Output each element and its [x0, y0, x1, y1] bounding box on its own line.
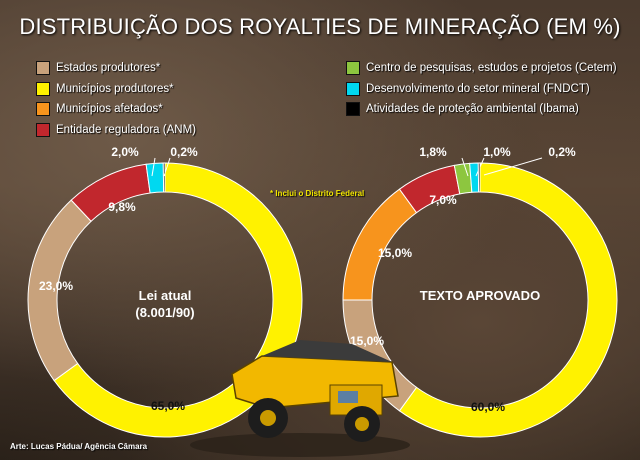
slice-label: 0,2% — [548, 145, 576, 159]
center-label: (8.001/90) — [135, 305, 194, 320]
legend-swatch — [346, 102, 360, 117]
legend-label: Centro de pesquisas, estudos e projetos … — [366, 62, 617, 75]
legend-label: Entidade reguladora (ANM) — [56, 123, 196, 136]
center-label: TEXTO APROVADO — [420, 288, 540, 303]
legend-swatch — [36, 102, 50, 117]
legend-right: Centro de pesquisas, estudos e projetos … — [346, 58, 617, 120]
center-label: Lei atual — [139, 288, 192, 303]
slice-label: 15,0% — [350, 334, 384, 348]
credit: Arte: Lucas Pádua/ Agência Câmara — [10, 442, 148, 451]
legend-swatch — [346, 81, 360, 96]
legend-label: Desenvolvimento do setor mineral (FNDCT) — [366, 82, 590, 95]
legend-item-fndct: Desenvolvimento do setor mineral (FNDCT) — [346, 79, 617, 100]
page-title: DISTRIBUIÇÃO DOS ROYALTIES DE MINERAÇÃO … — [19, 14, 621, 39]
slice-label: 9,8% — [108, 200, 136, 214]
slice-label: 7,0% — [429, 193, 457, 207]
slice-label: 0,2% — [170, 145, 198, 159]
legend-item-estados-produtores: Estados produtores* — [36, 58, 196, 79]
donut-slice — [162, 162, 166, 193]
donut-slice — [398, 162, 618, 438]
slice-label: 65,0% — [151, 399, 185, 413]
legend-label: Municípios produtores* — [56, 82, 174, 95]
slice-label: 60,0% — [471, 400, 505, 414]
legend-swatch — [346, 61, 360, 76]
slice-label: 15,0% — [378, 246, 412, 260]
legend-item-municipios-afetados: Municípios afetados* — [36, 99, 196, 120]
leader-line — [151, 157, 156, 177]
legend-swatch — [36, 122, 50, 137]
legend-left: Estados produtores* Municípios produtore… — [36, 58, 196, 140]
legend-label: Municípios afetados* — [56, 103, 163, 116]
donut-texto-aprovado: 60,0% 15,0% 15,0% 7,0% 1,8% 1,0% 0,2% TEXTO APR… — [342, 145, 618, 438]
legend-item-anm: Entidade reguladora (ANM) — [36, 120, 196, 141]
leader-line — [163, 157, 171, 177]
mining-truck-illustration — [190, 340, 410, 457]
leader-line — [461, 157, 469, 177]
legend-item-ibama: Atividades de proteção ambiental (Ibama) — [346, 99, 617, 120]
slice-label: 2,0% — [111, 145, 139, 159]
donut-slice — [477, 162, 481, 193]
legend-swatch — [36, 81, 50, 96]
slice-label: 23,0% — [39, 279, 73, 293]
donut-lei-atual: 65,0% 23,0% 9,8% 2,0% 0,2% Lei atual (8.001/90… — [27, 145, 303, 438]
legend-label: Estados produtores* — [56, 62, 161, 75]
legend-swatch — [36, 61, 50, 76]
legend-item-municipios-produtores: Municípios produtores* — [36, 79, 196, 100]
donut-slice — [53, 162, 303, 438]
legend-item-cetem: Centro de pesquisas, estudos e projetos … — [346, 58, 617, 79]
leader-line — [483, 157, 543, 176]
legend-label: Atividades de proteção ambiental (Ibama) — [366, 103, 579, 116]
slice-label: 1,0% — [483, 145, 511, 159]
footnote: * Inclui o Distrito Federal — [270, 189, 365, 198]
slice-label: 1,8% — [419, 145, 447, 159]
donut-slice — [342, 188, 418, 301]
